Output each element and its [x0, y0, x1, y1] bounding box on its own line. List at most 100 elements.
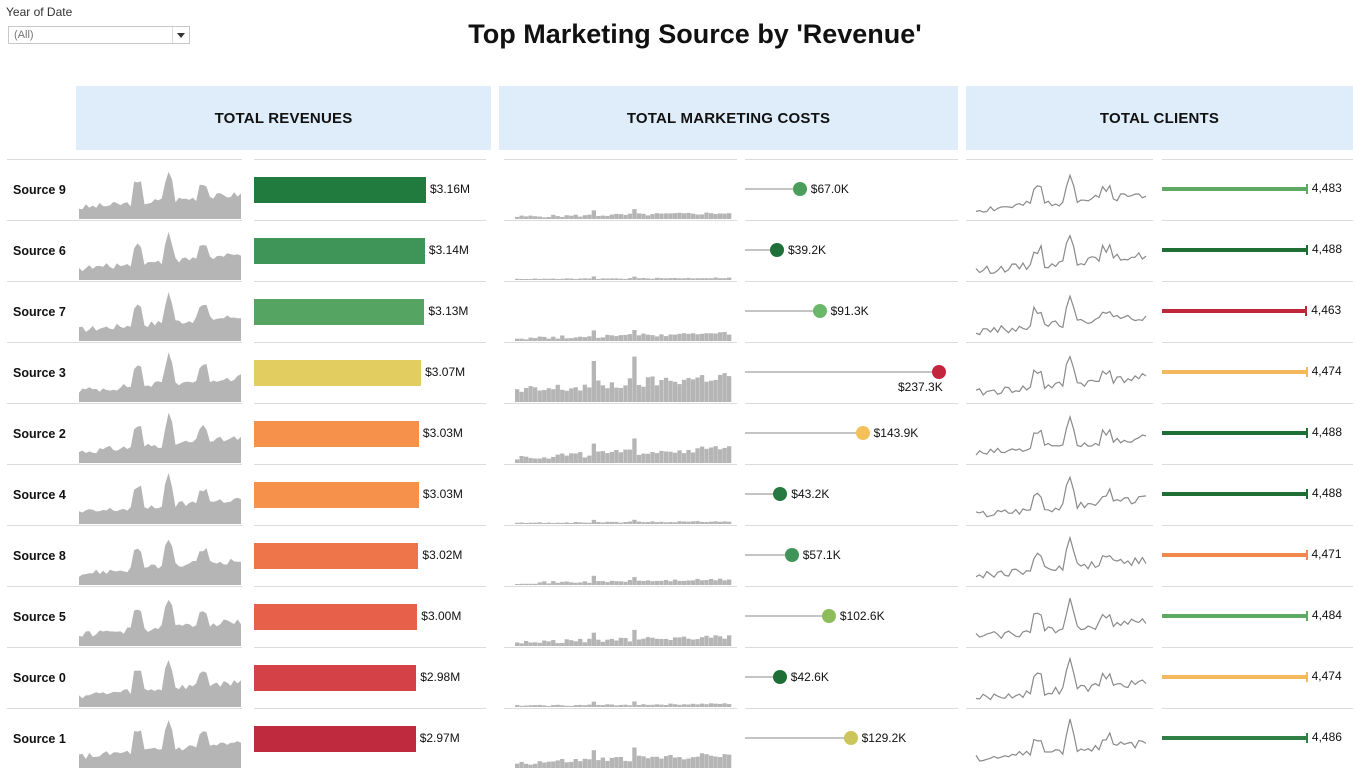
- clients-bar: [1162, 186, 1306, 191]
- row-divider: [966, 525, 1153, 526]
- cost-lollipop-stem: [745, 736, 851, 739]
- cost-sparkline-bar: [695, 521, 700, 524]
- cost-sparkline-bar: [618, 278, 623, 280]
- clients-value: 4,474: [1311, 363, 1342, 378]
- cost-sparkline-bar: [709, 333, 714, 341]
- cost-sparkline-bar: [668, 754, 673, 768]
- row-divider: [745, 342, 958, 343]
- cost-sparkline-bar: [587, 582, 592, 585]
- cost-sparkline-bar: [677, 521, 682, 524]
- cost-sparkline-bar: [632, 701, 637, 707]
- cost-sparkline-bar: [645, 453, 651, 463]
- cost-sparkline-bar: [609, 214, 614, 219]
- row-divider: [966, 281, 1153, 282]
- cost-sparkline-bar: [582, 457, 587, 463]
- cost-sparkline-bar: [718, 636, 723, 646]
- cost-sparkline-bar: [663, 451, 669, 463]
- cost-sparkline-bar: [515, 584, 520, 585]
- cost-sparkline-bar: [618, 637, 623, 646]
- cost-sparkline-bar: [605, 639, 610, 646]
- cost-sparkline-bar: [560, 759, 565, 768]
- cost-sparkline: [515, 209, 732, 219]
- cost-sparkline-bar: [690, 703, 696, 707]
- cost-sparkline-bar: [618, 757, 623, 768]
- cost-sparkline-bar: [727, 704, 732, 707]
- row-divider: [966, 159, 1153, 160]
- cost-sparkline-bar: [690, 213, 696, 219]
- row-divider: [7, 525, 242, 526]
- cost-sparkline-bar: [578, 761, 583, 768]
- cost-sparkline-bar: [627, 641, 633, 646]
- cost-sparkline: [515, 701, 732, 707]
- row-divider: [1162, 159, 1353, 160]
- cost-sparkline-bar: [609, 278, 614, 280]
- cost-sparkline-bar: [627, 449, 633, 463]
- cost-sparkline-bar: [542, 640, 547, 646]
- cost-sparkline-bar: [605, 278, 610, 280]
- cost-sparkline-bar: [695, 448, 700, 463]
- cost-sparkline-bar: [560, 216, 565, 219]
- cost-sparkline-bar: [709, 447, 714, 463]
- cost-sparkline-bar: [515, 389, 520, 402]
- row-divider: [504, 159, 737, 160]
- row-divider: [254, 281, 486, 282]
- cost-sparkline-bar: [569, 278, 574, 280]
- cost-sparkline-bar: [528, 522, 533, 524]
- cost-sparkline-bar: [699, 375, 705, 402]
- cost-sparkline-bar: [686, 580, 691, 585]
- chevron-down-icon[interactable]: [172, 27, 189, 43]
- year-filter-dropdown[interactable]: (All): [8, 26, 190, 44]
- clients-bar-tick: [1305, 732, 1308, 743]
- cost-sparkline-bar: [727, 277, 732, 280]
- cost-sparkline-bar: [569, 705, 574, 707]
- cost-sparkline-bar: [695, 704, 700, 707]
- cost-sparkline-bar: [573, 705, 578, 707]
- clients-sparkline-line: [975, 598, 1147, 640]
- cost-sparkline-bar: [672, 334, 678, 341]
- cost-sparkline-bar: [582, 642, 587, 646]
- cost-sparkline-bar: [686, 212, 691, 219]
- row-divider: [1162, 464, 1353, 465]
- source-label: Source 8: [13, 548, 66, 563]
- revenue-sparkline: [79, 412, 241, 463]
- cost-sparkline-bar: [627, 761, 633, 768]
- cost-sparkline-bar: [528, 705, 533, 707]
- cost-sparkline-bar: [609, 521, 614, 524]
- cost-sparkline-bar: [722, 373, 727, 402]
- cost-sparkline-bar: [618, 522, 623, 524]
- revenue-bar: [254, 359, 422, 386]
- cost-sparkline-bar: [564, 762, 569, 768]
- cost-sparkline-bar: [515, 459, 520, 463]
- cost-sparkline-bar: [672, 522, 678, 524]
- cost-sparkline-bar: [650, 452, 655, 463]
- cost-sparkline-bar: [569, 338, 574, 341]
- cost-sparkline-bar: [663, 213, 669, 219]
- revenue-sparkline-area: [79, 231, 241, 280]
- cost-sparkline-bar: [609, 382, 614, 402]
- cost-sparkline-bar: [650, 521, 655, 524]
- cost-sparkline-bar: [524, 279, 529, 280]
- cost-sparkline: [515, 276, 732, 280]
- row-divider: [745, 586, 958, 587]
- cost-sparkline-bar: [709, 521, 714, 524]
- cost-sparkline-bar: [704, 381, 709, 402]
- cost-sparkline-bar: [564, 581, 569, 585]
- cost-sparkline-bar: [699, 637, 705, 646]
- cost-sparkline-bar: [677, 450, 682, 463]
- cost-sparkline-bar: [537, 642, 542, 646]
- cost-sparkline-bar: [641, 638, 646, 646]
- row-divider: [1162, 281, 1353, 282]
- cost-sparkline-bar: [722, 754, 727, 768]
- cost-sparkline-bar: [573, 337, 578, 341]
- row-divider: [504, 281, 737, 282]
- cost-sparkline-bar: [569, 388, 574, 402]
- cost-sparkline-bar: [528, 583, 533, 585]
- cost-sparkline-bar: [722, 703, 727, 707]
- cost-sparkline-bar: [533, 522, 538, 524]
- cost-sparkline-bar: [722, 213, 727, 219]
- revenue-value: $3.13M: [428, 303, 469, 318]
- cost-sparkline-bar: [727, 521, 732, 524]
- cost-value: $57.1K: [802, 547, 841, 562]
- cost-sparkline-bar: [614, 336, 619, 341]
- cost-sparkline-bar: [614, 757, 619, 768]
